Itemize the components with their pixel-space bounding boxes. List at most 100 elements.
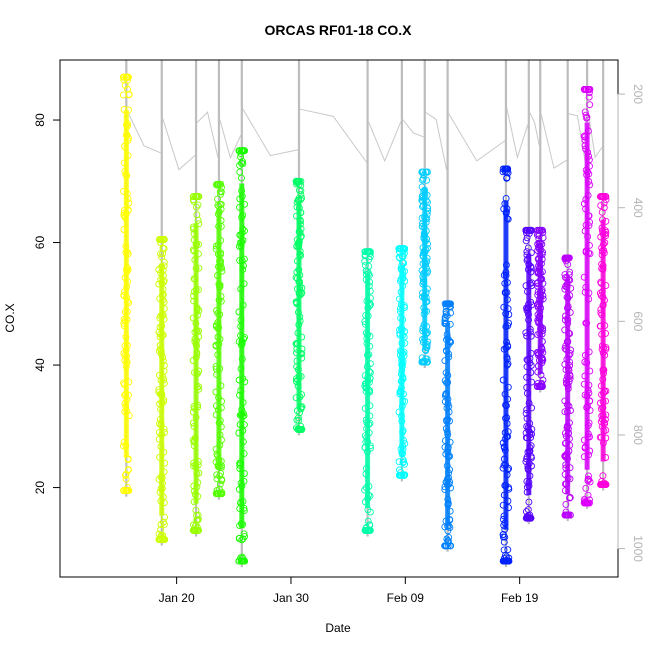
data-point [296, 409, 304, 417]
data-point [503, 557, 511, 565]
data-point [218, 490, 226, 498]
data-point [598, 208, 606, 216]
data-point [157, 521, 165, 528]
right-tick-label: 400 [631, 198, 645, 218]
data-point [504, 169, 512, 177]
data-point [585, 93, 593, 101]
data-point [218, 475, 226, 483]
data-point [421, 346, 429, 354]
data-point [598, 193, 606, 201]
data-point [561, 511, 569, 519]
data-point [600, 199, 608, 207]
data-point [155, 530, 163, 538]
y-axis-label: CO.X [3, 303, 17, 332]
data-point [295, 186, 303, 194]
data-point [295, 417, 303, 424]
data-point [235, 147, 243, 155]
data-point [193, 516, 201, 524]
data-point [238, 159, 245, 167]
track-segment [368, 121, 402, 163]
data-point [447, 300, 455, 308]
data-point [364, 517, 372, 525]
data-point [193, 211, 201, 219]
data-point [238, 553, 246, 561]
data-point [159, 236, 167, 243]
data-point [581, 85, 589, 93]
data-point [524, 226, 532, 234]
x-tick-label: Feb 19 [501, 591, 539, 605]
chart-title: ORCAS RF01-18 CO.X [264, 22, 412, 38]
data-point [442, 308, 450, 316]
data-point [401, 245, 409, 253]
data-point [600, 204, 608, 212]
track-segment [162, 118, 196, 171]
y-axis: 20 40 60 80 [33, 113, 61, 495]
data-point [499, 531, 507, 538]
data-point [443, 535, 451, 543]
data-point [122, 73, 130, 81]
x-axis: Jan 20 Jan 30 Feb 09 Feb 19 [159, 576, 539, 605]
data-point [366, 526, 374, 534]
data-point [297, 182, 305, 189]
data-point [214, 195, 221, 203]
data-point [582, 484, 590, 492]
data-point [297, 191, 305, 199]
data-point [597, 202, 605, 210]
data-point [399, 459, 407, 467]
data-point [124, 466, 132, 474]
data-point [539, 376, 547, 384]
track-segment [587, 111, 603, 159]
data-point [397, 245, 405, 253]
data-point [120, 73, 127, 81]
y-tick-label: 40 [33, 358, 47, 372]
data-point [423, 168, 431, 176]
track-segment [196, 111, 219, 158]
data-point [213, 471, 221, 479]
data-point [214, 180, 222, 188]
data-point [599, 472, 607, 480]
data-point [582, 499, 590, 507]
data-point [123, 487, 131, 495]
data-point [418, 168, 426, 176]
data-point [396, 471, 404, 479]
data-point [524, 514, 532, 522]
data-point [120, 487, 128, 495]
data-point [442, 310, 450, 318]
data-point [538, 226, 545, 234]
y-tick-label: 60 [33, 236, 47, 250]
right-tick-label: 1000 [631, 535, 645, 562]
track-segment [568, 113, 587, 168]
x-tick-label: Jan 30 [273, 591, 309, 605]
data-point [524, 244, 532, 252]
data-point [504, 546, 512, 554]
data-point [160, 245, 168, 252]
data-point [240, 147, 248, 155]
data-point [522, 226, 530, 234]
data-point [366, 249, 374, 257]
y-tick-label: 20 [33, 481, 47, 495]
data-point [238, 174, 245, 182]
data-point [238, 557, 246, 565]
data-point [500, 538, 508, 546]
data-point [499, 533, 507, 541]
right-tick-label: 600 [631, 311, 645, 331]
data-point [502, 553, 510, 561]
data-point [122, 475, 130, 483]
data-point [125, 91, 133, 99]
data-point [419, 176, 427, 184]
data-point [364, 526, 371, 534]
data-point [157, 250, 165, 258]
data-point [602, 193, 610, 201]
data-point [240, 530, 248, 538]
data-point [561, 254, 569, 262]
data-point [584, 499, 592, 507]
track-segment [219, 119, 242, 160]
track-segment [402, 119, 424, 138]
data-point [160, 520, 168, 528]
data-point [156, 236, 164, 243]
data-point [400, 259, 408, 267]
data-point [561, 271, 569, 279]
data-point [584, 477, 592, 485]
right-axis: 200 400 600 800 1000 [617, 84, 645, 562]
data-point [161, 513, 169, 521]
